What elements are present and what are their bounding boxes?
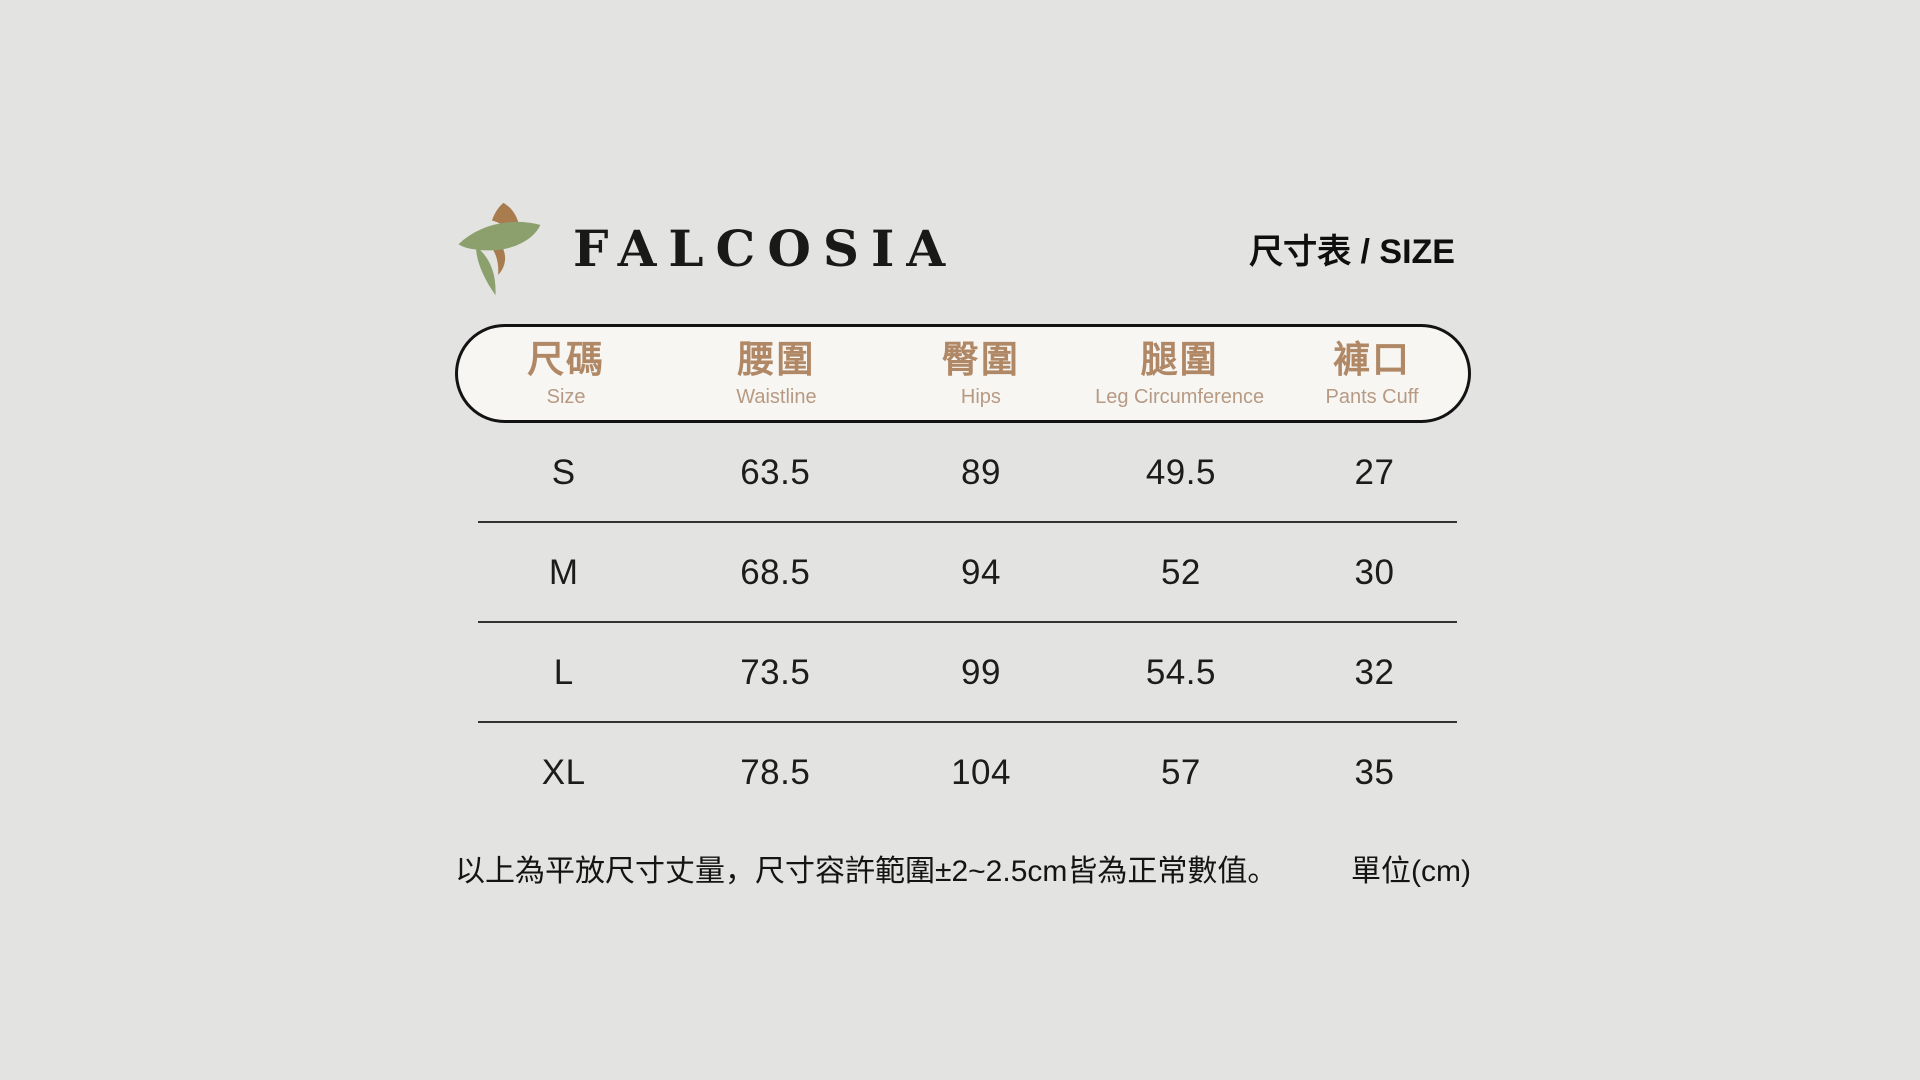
column-header-leg-circumference: 腿圍 Leg Circumference bbox=[1083, 341, 1276, 407]
cell-leg-circumference: 52 bbox=[1160, 553, 1201, 592]
cell-pants-cuff: 30 bbox=[1354, 553, 1395, 592]
cell-waistline: 68.5 bbox=[740, 553, 811, 592]
cell-waistline: 73.5 bbox=[740, 653, 811, 692]
brand-lockup: FALCOSIA bbox=[455, 190, 957, 306]
table-row-s: S 63.5 89 49.5 27 bbox=[455, 423, 1471, 523]
size-chart-content: FALCOSIA 尺寸表 / SIZE 尺碼 Size 腰圍 Waistline… bbox=[455, 196, 1471, 893]
cell-size: M bbox=[548, 553, 579, 592]
cell-waistline: 63.5 bbox=[740, 453, 811, 492]
cell-pants-cuff: 27 bbox=[1354, 453, 1395, 492]
column-label-zh: 腿圍 bbox=[1140, 338, 1219, 380]
column-header-waistline: 腰圍 Waistline bbox=[674, 341, 879, 407]
cell-size: L bbox=[553, 653, 574, 692]
measurement-note: 以上為平放尺寸丈量，尺寸容許範圍±2~2.5cm皆為正常數值。 bbox=[455, 855, 1278, 888]
column-label-zh: 臀圍 bbox=[941, 338, 1020, 380]
cell-leg-circumference: 54.5 bbox=[1145, 653, 1216, 692]
table-row-l: L 73.5 99 54.5 32 bbox=[455, 623, 1471, 723]
page-title: 尺寸表 / SIZE bbox=[1249, 232, 1455, 271]
column-label-en: Pants Cuff bbox=[1325, 385, 1419, 408]
cell-hips: 94 bbox=[961, 553, 1001, 592]
column-header-pants-cuff: 褲口 Pants Cuff bbox=[1276, 341, 1468, 407]
column-label-en: Waistline bbox=[736, 385, 817, 408]
unit-label: 單位(cm) bbox=[1351, 855, 1471, 888]
size-table-body: S 63.5 89 49.5 27 M 68.5 94 52 30 L 73.5… bbox=[455, 423, 1471, 823]
column-label-zh: 褲口 bbox=[1333, 338, 1411, 380]
cell-pants-cuff: 32 bbox=[1354, 653, 1395, 692]
table-row-m: M 68.5 94 52 30 bbox=[455, 523, 1471, 623]
footnote-row: 以上為平放尺寸丈量，尺寸容許範圍±2~2.5cm皆為正常數值。 單位(cm) bbox=[455, 851, 1471, 893]
column-header-hips: 臀圍 Hips bbox=[879, 341, 1084, 407]
brand-wordmark: FALCOSIA bbox=[573, 218, 958, 278]
column-header-size: 尺碼 Size bbox=[458, 341, 674, 407]
table-row-xl: XL 78.5 104 57 35 bbox=[455, 723, 1471, 823]
column-label-en: Leg Circumference bbox=[1095, 385, 1265, 408]
cell-size: XL bbox=[541, 753, 586, 792]
cell-pants-cuff: 35 bbox=[1354, 753, 1395, 792]
cell-waistline: 78.5 bbox=[740, 753, 811, 792]
falcon-leaf-logo-icon bbox=[455, 200, 543, 306]
cell-leg-circumference: 49.5 bbox=[1145, 453, 1216, 492]
cell-size: S bbox=[551, 453, 576, 492]
header-row: FALCOSIA 尺寸表 / SIZE bbox=[455, 196, 1471, 300]
cell-leg-circumference: 57 bbox=[1160, 753, 1201, 792]
cell-hips: 99 bbox=[961, 653, 1001, 692]
cell-hips: 89 bbox=[961, 453, 1001, 492]
table-header-pill: 尺碼 Size 腰圍 Waistline 臀圍 Hips 腿圍 Leg Circ… bbox=[455, 324, 1471, 423]
column-label-zh: 腰圍 bbox=[737, 338, 816, 380]
column-label-zh: 尺碼 bbox=[527, 338, 606, 380]
column-label-en: Hips bbox=[960, 385, 1001, 408]
column-label-en: Size bbox=[546, 385, 586, 408]
cell-hips: 104 bbox=[951, 753, 1011, 792]
